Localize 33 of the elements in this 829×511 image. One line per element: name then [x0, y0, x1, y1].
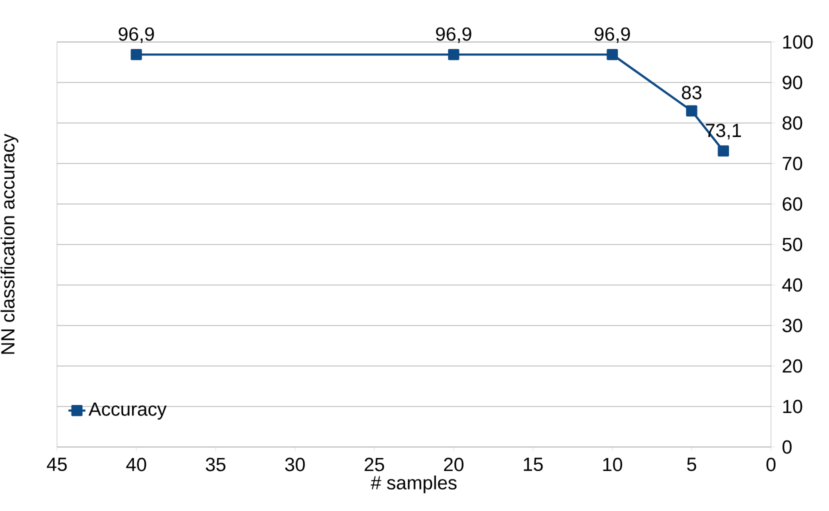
x-tick-label: 15 — [524, 458, 543, 472]
data-label: 96,9 — [594, 27, 630, 44]
y-tick-label: 100 — [783, 35, 813, 49]
y-tick-label: 10 — [783, 400, 802, 414]
x-tick-label: 30 — [285, 458, 305, 472]
y-tick-label: 40 — [782, 278, 802, 292]
data-label: 96,9 — [436, 27, 472, 44]
x-tick-label: 40 — [126, 458, 146, 472]
y-tick-label: 50 — [782, 238, 802, 252]
y-tick-label: 0 — [782, 440, 792, 454]
x-tick-label: 25 — [364, 458, 384, 472]
x-tick-label: 10 — [603, 458, 622, 472]
x-tick-label: 5 — [687, 458, 696, 472]
y-tick-label: 30 — [782, 318, 802, 332]
point — [686, 105, 698, 116]
x-tick-label: 35 — [206, 458, 226, 472]
y-tick-label: 90 — [782, 76, 802, 90]
data-label: 83 — [682, 86, 702, 100]
point — [448, 48, 460, 60]
legend-label: Accuracy — [88, 402, 167, 420]
data-label: 96,9 — [118, 27, 154, 44]
point — [130, 48, 142, 60]
x-tick-label: 45 — [46, 458, 67, 472]
y-tick-label: 60 — [782, 197, 802, 211]
point — [606, 48, 618, 60]
point — [718, 145, 729, 157]
y-tick-label: 20 — [782, 359, 802, 373]
y-tick-label: 80 — [782, 116, 802, 130]
x-axis-title: # samples — [370, 476, 457, 494]
x-tick-label: 0 — [766, 458, 776, 472]
y-tick-label: 70 — [782, 156, 802, 170]
x-tick-label: 20 — [444, 458, 464, 472]
y-axis-title: NN classification accuracy — [0, 134, 18, 354]
